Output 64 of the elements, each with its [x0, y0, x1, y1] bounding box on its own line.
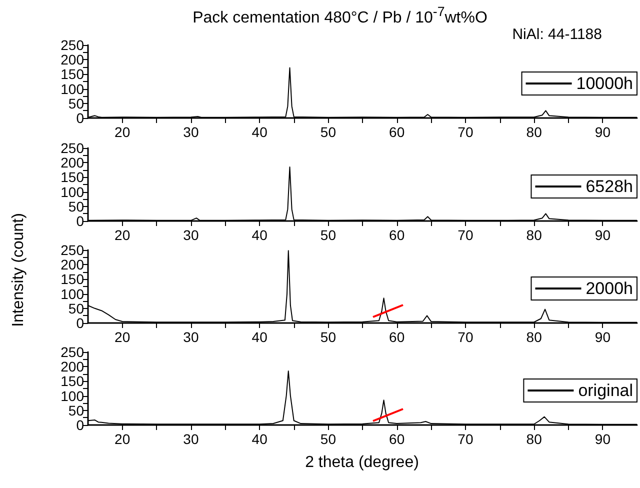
x-tick-label: 90 [594, 431, 611, 447]
x-tick-label: 40 [252, 227, 268, 243]
x-tick-label: 70 [458, 124, 474, 140]
y-tick-label: 100 [60, 80, 84, 97]
y-tick-label: 100 [60, 388, 84, 404]
y-tick-label: 50 [68, 402, 84, 418]
x-tick-label: 20 [114, 329, 130, 345]
x-tick-label: 30 [183, 227, 199, 243]
y-tick-label: 100 [60, 184, 84, 200]
x-tick-label: 90 [594, 227, 611, 243]
x-tick-label: 20 [114, 227, 130, 243]
x-tick-label: 50 [320, 124, 336, 140]
x-tick-label: 30 [183, 329, 199, 345]
y-tick-label: 0 [76, 315, 84, 331]
x-tick-label: 40 [252, 124, 268, 140]
x-tick-label: 50 [320, 329, 336, 345]
y-tick-label: 150 [60, 373, 84, 390]
x-tick-label: 30 [183, 124, 199, 140]
y-axis-title: Intensity (count) [10, 213, 28, 327]
y-tick-label: 100 [60, 286, 84, 302]
x-tick-label: 70 [458, 431, 474, 447]
y-tick-label: 150 [60, 169, 84, 186]
x-tick-label: 20 [114, 431, 130, 447]
y-tick-label: 200 [60, 52, 84, 68]
y-tick-label: 0 [76, 417, 84, 433]
x-tick-label: 70 [458, 227, 474, 243]
x-tick-label: 60 [389, 329, 405, 345]
x-tick-label: 90 [594, 124, 611, 140]
text: NiAl: 44-1188 [512, 26, 602, 43]
y-tick-label: 250 [60, 140, 84, 156]
y-tick-label: 50 [68, 300, 84, 316]
x-tick-label: 70 [458, 329, 474, 345]
y-tick-label: 200 [60, 358, 84, 375]
x-tick-label: 40 [252, 431, 268, 447]
x-axis-title: 2 theta (degree) [305, 454, 419, 472]
y-tick-label: 150 [60, 66, 84, 82]
y-tick-label: 200 [60, 154, 84, 171]
x-tick-label: 60 [389, 227, 405, 243]
legend-label: original [578, 381, 633, 400]
x-tick-label: 90 [594, 329, 611, 345]
y-tick-label: 250 [60, 37, 84, 53]
x-tick-label: 80 [526, 124, 542, 140]
y-tick-label: 50 [68, 198, 84, 214]
x-tick-label: 20 [114, 124, 130, 140]
y-tick-label: 50 [68, 95, 84, 112]
legend-label: 10000h [576, 74, 634, 93]
y-tick-label: 250 [60, 242, 84, 258]
y-tick-label: 200 [60, 256, 84, 273]
y-tick-label: 250 [60, 344, 84, 360]
legend-label: 2000h [586, 279, 634, 298]
y-tick-label: 0 [76, 110, 84, 126]
x-tick-label: 80 [526, 329, 542, 345]
x-tick-label: 80 [526, 431, 542, 447]
chart-title: Pack cementation 480°C / Pb / 10$^{-7}$wt%O [192, 4, 488, 28]
x-tick-label: 60 [389, 124, 405, 140]
x-tick-label: 40 [252, 329, 268, 345]
y-tick-label: 150 [60, 271, 84, 288]
x-tick-label: 30 [183, 431, 199, 447]
y-tick-label: 0 [76, 213, 84, 229]
x-tick-label: 80 [526, 227, 542, 243]
x-tick-label: 50 [320, 431, 336, 447]
legend-label: 6528h [586, 177, 634, 196]
x-tick-label: 50 [320, 227, 336, 243]
x-tick-label: 60 [389, 431, 405, 447]
